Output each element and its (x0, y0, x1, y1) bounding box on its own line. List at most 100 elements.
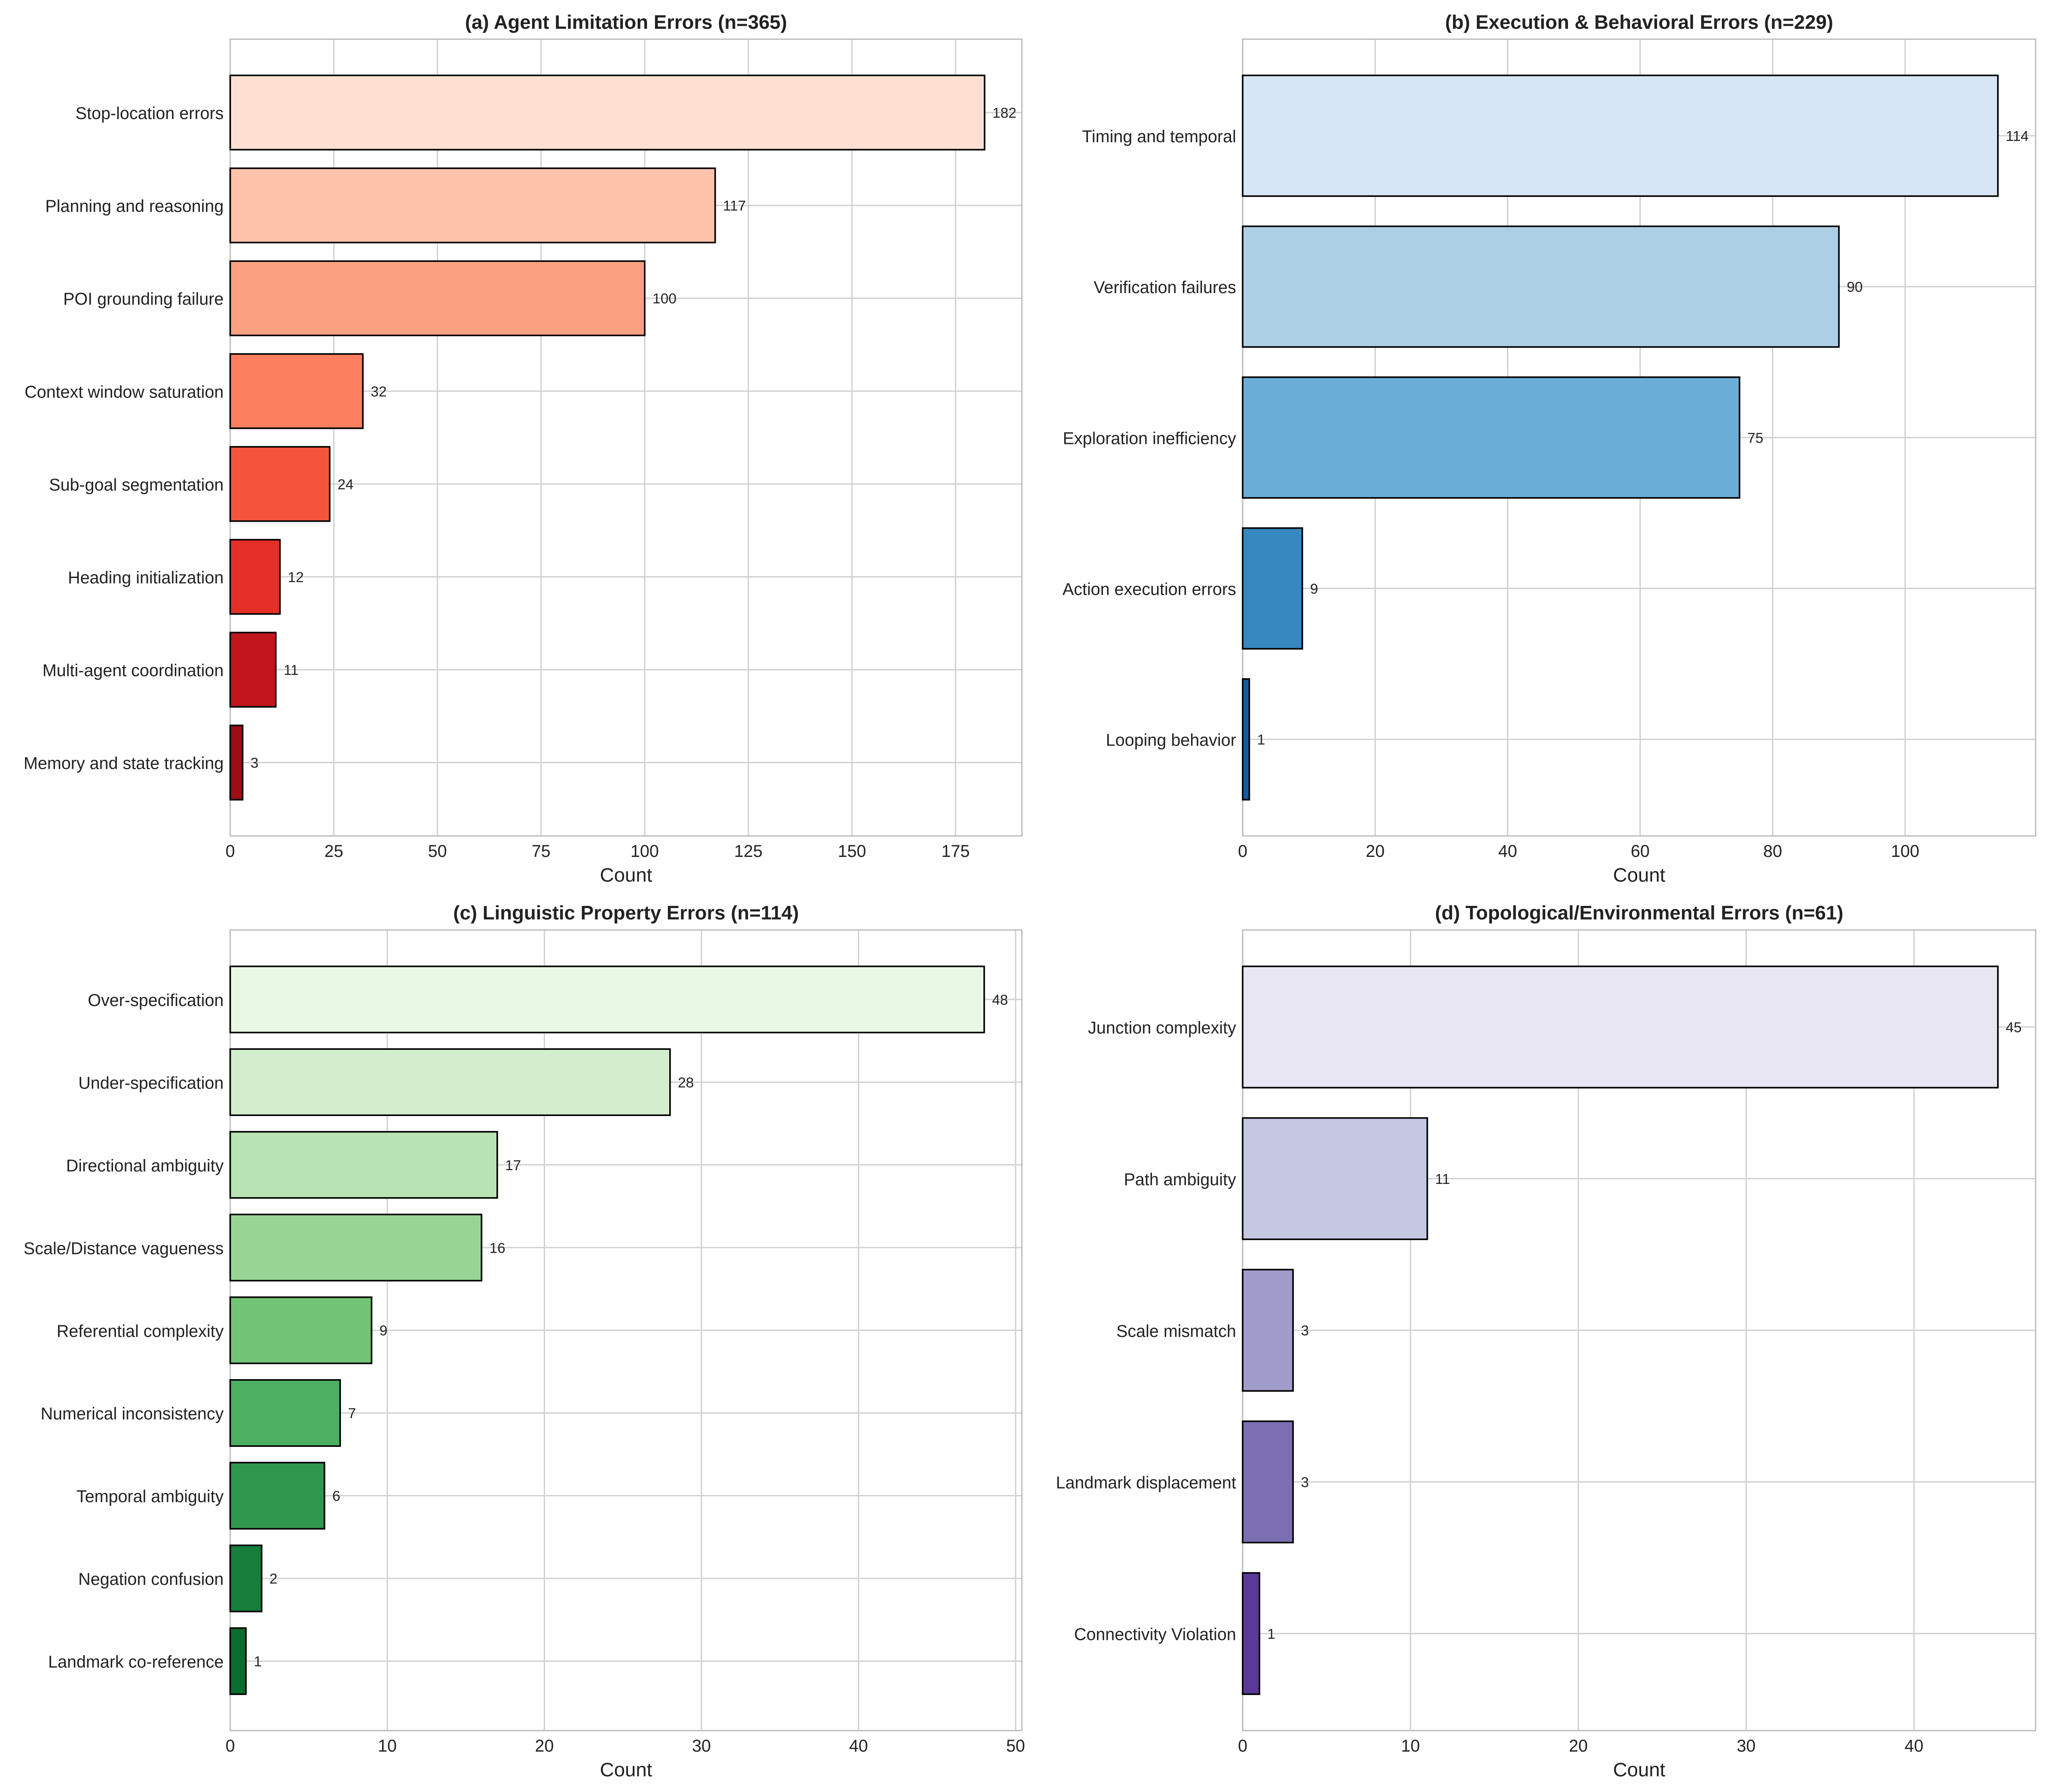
bar-value-label: 9 (1310, 581, 1318, 597)
chart-title: (d) Topological/Environmental Errors (n=… (1435, 902, 1843, 924)
bar (229, 260, 646, 336)
bar (1242, 678, 1250, 801)
bar (229, 725, 244, 801)
x-axis-label: Count (1613, 1759, 1666, 1781)
category-label: Sub-goal segmentation (49, 475, 224, 494)
chart-panel-3: 0 10 20 30 40 45 Junction complexity 11 Path amb… (1056, 902, 2037, 1781)
bar (1242, 527, 1303, 650)
category-label: Over-specification (88, 991, 224, 1010)
x-axis-label: Count (1613, 864, 1666, 886)
category-label: Junction complexity (1088, 1018, 1236, 1037)
bar-value-label: 11 (1435, 1171, 1450, 1187)
bar-value-label: 45 (2006, 1020, 2021, 1036)
bar-value-label: 1 (1267, 1626, 1275, 1642)
plot-frame (230, 38, 1023, 837)
x-tick-label: 40 (1498, 842, 1517, 861)
bar-value-label: 28 (678, 1075, 694, 1091)
bar-value-label: 12 (288, 569, 304, 585)
x-tick-label: 175 (941, 842, 970, 861)
x-tick-label: 40 (849, 1737, 868, 1755)
bar (1242, 1269, 1294, 1392)
bar-value-label: 2 (270, 1571, 278, 1587)
bar-value-label: 3 (251, 755, 259, 771)
x-tick-label: 30 (692, 1737, 711, 1755)
x-tick-label: 0 (1238, 842, 1247, 861)
bar-value-label: 182 (992, 105, 1017, 121)
bar-value-label: 1 (254, 1654, 262, 1670)
chart-title: (c) Linguistic Property Errors (n=114) (453, 902, 799, 924)
bar-value-label: 16 (490, 1240, 505, 1256)
x-tick-label: 0 (1238, 1737, 1247, 1755)
category-label: Exploration inefficiency (1063, 429, 1237, 448)
x-tick-label: 10 (1401, 1737, 1420, 1755)
bar-value-label: 3 (1301, 1475, 1309, 1491)
bar-value-label: 100 (652, 291, 677, 307)
category-label: Timing and temporal (1082, 127, 1236, 146)
bar-value-label: 11 (284, 663, 299, 679)
category-label: Path ambiguity (1124, 1170, 1237, 1189)
x-tick-label: 80 (1763, 842, 1782, 861)
bar (1242, 1117, 1428, 1240)
bar (1242, 74, 1999, 197)
category-label: Landmark displacement (1056, 1474, 1236, 1492)
bar-value-label: 7 (348, 1406, 356, 1422)
bar (229, 74, 986, 151)
x-tick-label: 100 (1891, 842, 1919, 861)
bar (229, 632, 277, 708)
bar (1242, 1572, 1260, 1695)
category-label: Context window saturation (25, 382, 224, 401)
chart-panel-1: 0 20 40 60 80 100 114 Timing and temporal 90 Veri… (1063, 11, 2037, 886)
x-tick-label: 10 (378, 1737, 397, 1755)
bar (229, 1462, 325, 1530)
bar-value-label: 90 (1847, 279, 1862, 295)
category-label: Scale/Distance vagueness (24, 1239, 224, 1258)
bar-value-label: 117 (723, 198, 746, 214)
bar (229, 1048, 671, 1116)
category-label: Referential complexity (57, 1322, 224, 1341)
x-tick-label: 20 (1366, 842, 1384, 861)
category-label: Multi-agent coordination (43, 661, 224, 680)
bar (1242, 1420, 1294, 1544)
bar-value-label: 48 (992, 992, 1008, 1008)
category-label: POI grounding failure (63, 290, 224, 309)
bar-value-label: 1 (1257, 732, 1265, 748)
bar (229, 1214, 483, 1281)
x-tick-label: 20 (1569, 1737, 1588, 1755)
chart-panel-0: 0 25 50 75 100 125 150 175 182 Stop-location erro… (24, 11, 1023, 886)
x-tick-label: 50 (428, 842, 447, 861)
bar (229, 1627, 247, 1695)
x-tick-label: 60 (1631, 842, 1650, 861)
x-tick-label: 125 (734, 842, 763, 861)
bar (229, 1379, 341, 1447)
category-label: Heading initialization (68, 569, 224, 587)
bar-value-label: 17 (505, 1158, 521, 1174)
bar (229, 539, 281, 615)
chart-panel-2: 0 10 20 30 40 50 48 Over-specification 28 Under-s… (24, 902, 1025, 1781)
bar (229, 965, 985, 1034)
x-axis-label: Count (600, 1759, 652, 1781)
bar-value-label: 9 (380, 1323, 388, 1339)
x-tick-label: 25 (325, 842, 343, 861)
bar-value-label: 75 (1747, 430, 1763, 446)
category-label: Directional ambiguity (66, 1156, 224, 1175)
bar (229, 446, 331, 522)
category-label: Negation confusion (78, 1570, 224, 1589)
x-tick-label: 0 (226, 842, 235, 861)
x-tick-label: 20 (535, 1737, 554, 1755)
category-label: Verification failures (1093, 278, 1236, 297)
category-label: Planning and reasoning (45, 197, 224, 216)
x-axis-label: Count (600, 864, 652, 886)
bar (229, 353, 364, 429)
bar (1242, 376, 1740, 499)
x-tick-label: 100 (631, 842, 659, 861)
bar (229, 167, 716, 244)
x-tick-label: 50 (1006, 1737, 1025, 1755)
category-label: Under-specification (78, 1073, 224, 1092)
category-label: Numerical inconsistency (40, 1404, 224, 1423)
category-label: Looping behavior (1106, 731, 1236, 750)
bar (229, 1544, 263, 1612)
bar (229, 1296, 373, 1364)
chart-title: (b) Execution & Behavioral Errors (n=229… (1445, 11, 1833, 33)
x-tick-label: 75 (532, 842, 551, 861)
